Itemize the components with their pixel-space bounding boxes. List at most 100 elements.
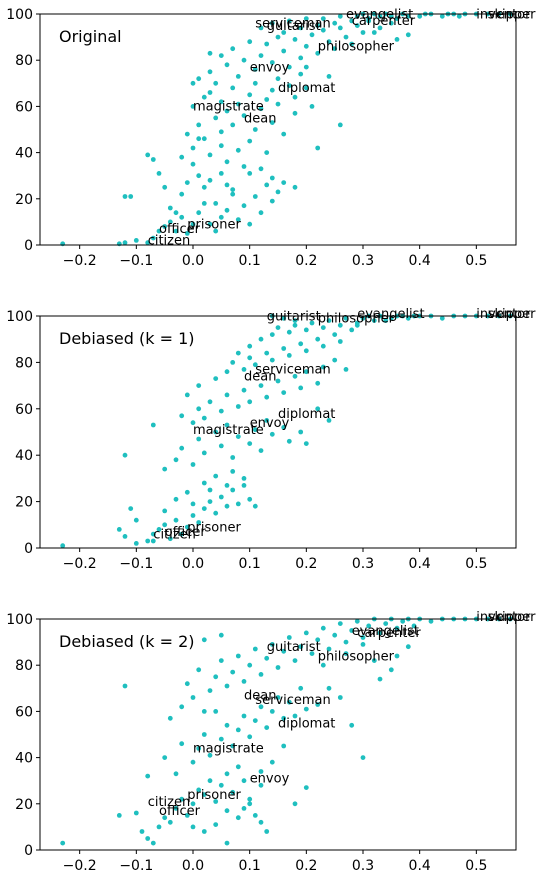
data-point [122, 683, 128, 689]
data-point [303, 64, 309, 70]
data-point [326, 74, 332, 79]
data-point [377, 25, 383, 31]
x-tick-label: 0.0 [182, 556, 204, 572]
point-annotation: serviceman [255, 17, 330, 32]
point-annotation: carpenter [352, 14, 416, 29]
y-tick-label: 60 [15, 704, 33, 720]
data-point [213, 201, 219, 206]
panel-title: Original [59, 27, 122, 46]
data-point [343, 651, 349, 656]
point-annotation: dean [244, 370, 276, 385]
y-tick-label: 0 [24, 238, 33, 254]
data-point [224, 392, 230, 398]
axes-frame [39, 13, 517, 246]
data-point [275, 665, 281, 670]
data-point [196, 746, 202, 751]
data-point [366, 623, 372, 629]
data-point [292, 801, 298, 807]
data-point [190, 462, 196, 467]
data-point [190, 161, 196, 167]
data-point [173, 496, 179, 502]
data-point [269, 175, 275, 181]
data-point [218, 99, 224, 105]
data-point [394, 37, 400, 42]
data-point [349, 41, 355, 47]
data-point [292, 37, 298, 42]
data-point [269, 20, 275, 26]
data-point [258, 819, 264, 825]
data-point [173, 210, 179, 216]
point-annotation: guitarist [267, 19, 321, 34]
data-point [230, 669, 236, 675]
data-point [264, 97, 270, 102]
data-point [303, 630, 309, 636]
point-annotation: inventor [476, 610, 531, 625]
data-point [207, 487, 213, 493]
data-point [326, 318, 332, 323]
data-point [218, 658, 224, 663]
data-point [320, 27, 326, 33]
data-point [400, 618, 406, 624]
x-tick-label: −0.1 [119, 253, 153, 269]
data-point [281, 425, 287, 430]
data-point [184, 524, 190, 530]
data-point [343, 34, 349, 40]
data-point [269, 759, 275, 765]
data-point [173, 228, 179, 234]
point-annotation: magistrate [193, 423, 264, 438]
x-tick-label: 0.3 [352, 858, 374, 874]
y-tick-label: 60 [15, 402, 33, 418]
data-point [218, 736, 224, 742]
data-point [264, 394, 270, 400]
data-point [133, 517, 139, 523]
data-point [224, 771, 230, 777]
data-point [162, 466, 168, 472]
x-tick-label: 0.5 [465, 253, 487, 269]
data-point [349, 18, 355, 24]
x-tick-label: −0.2 [63, 556, 97, 572]
data-point [269, 198, 275, 204]
data-point [179, 214, 185, 220]
data-point [269, 60, 275, 65]
data-point [213, 674, 219, 680]
data-point [315, 23, 321, 28]
data-point [275, 34, 281, 40]
y-tick-label: 80 [15, 355, 33, 371]
data-point [286, 18, 292, 24]
data-point [264, 418, 270, 423]
data-point [258, 704, 264, 710]
data-point [235, 404, 241, 409]
data-point [224, 182, 230, 188]
data-point [360, 755, 366, 760]
data-point [207, 499, 213, 504]
y-tick-label: 20 [15, 495, 33, 511]
data-point [133, 238, 139, 243]
data-point [269, 709, 275, 714]
data-point [264, 725, 270, 730]
data-point [156, 527, 162, 532]
data-point [394, 653, 400, 659]
data-point [190, 80, 196, 86]
data-point [190, 221, 196, 227]
data-point [286, 635, 292, 640]
x-tick-label: 0.1 [239, 253, 261, 269]
y-tick-label: 40 [15, 146, 33, 162]
data-point [286, 83, 292, 88]
data-point [258, 448, 264, 453]
data-point [235, 101, 241, 107]
data-point [179, 154, 185, 160]
data-point [371, 318, 377, 323]
data-point [320, 325, 326, 330]
data-point [247, 171, 253, 176]
data-point [213, 709, 219, 714]
panel-title: Debiased (k = 2) [59, 632, 195, 651]
x-tick-label: 0.4 [409, 556, 431, 572]
chart-panel-2: −0.2 −0.1 0.0 0.1 0.2 0.3 0.4 0.5 0 20 40 60 80 100 De… [6, 307, 536, 572]
data-point [207, 90, 213, 95]
point-annotation: philosopher [318, 40, 395, 55]
data-point [315, 145, 321, 151]
x-tick-label: 0.5 [465, 858, 487, 874]
